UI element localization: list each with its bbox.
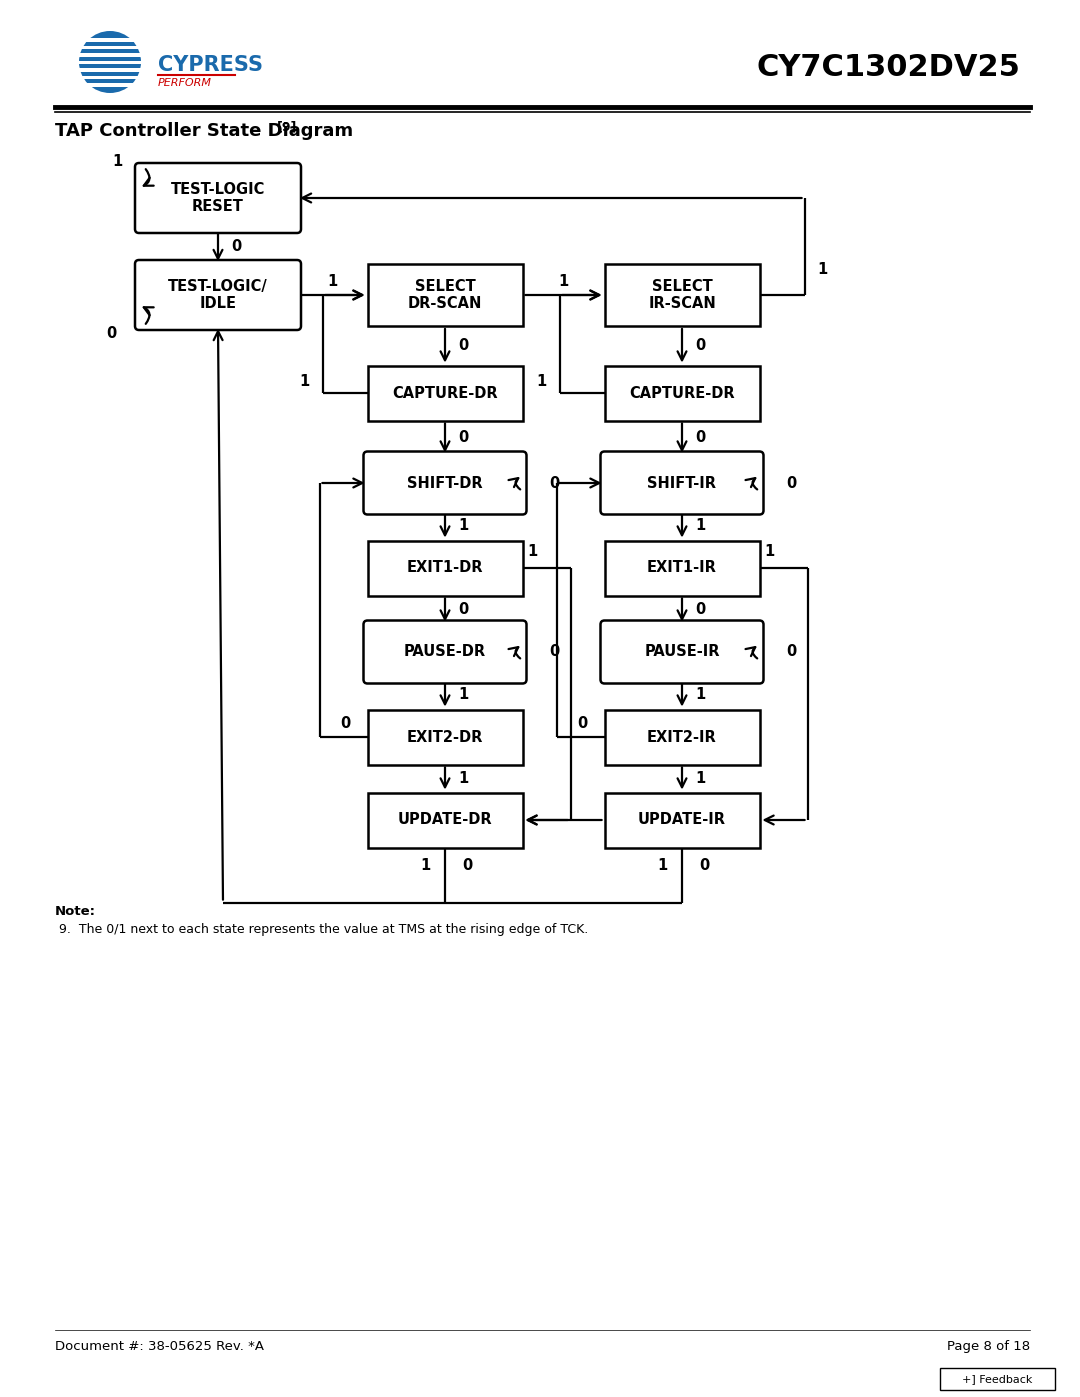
Text: 1: 1 [765, 545, 774, 560]
Text: UPDATE-DR: UPDATE-DR [397, 813, 492, 827]
Text: 0: 0 [231, 239, 241, 254]
Text: 1: 1 [527, 545, 538, 560]
Text: TAP Controller State Diagram: TAP Controller State Diagram [55, 122, 353, 140]
Text: 1: 1 [818, 263, 827, 278]
Text: 0: 0 [786, 644, 797, 659]
Text: 0: 0 [699, 858, 710, 873]
Text: 0: 0 [458, 430, 468, 446]
FancyBboxPatch shape [73, 68, 147, 71]
Text: 1: 1 [458, 771, 468, 787]
FancyBboxPatch shape [135, 163, 301, 233]
FancyBboxPatch shape [367, 264, 523, 326]
Text: CY7C1302DV25: CY7C1302DV25 [756, 53, 1020, 82]
Text: EXIT2-DR: EXIT2-DR [407, 729, 483, 745]
Text: CYPRESS: CYPRESS [158, 54, 264, 75]
Text: 0: 0 [550, 475, 559, 490]
Text: 0: 0 [458, 602, 468, 617]
Text: 0: 0 [106, 327, 117, 341]
Text: SELECT
IR-SCAN: SELECT IR-SCAN [648, 279, 716, 312]
FancyBboxPatch shape [364, 620, 527, 683]
Ellipse shape [79, 31, 141, 94]
FancyBboxPatch shape [605, 710, 759, 764]
Text: 1: 1 [112, 155, 122, 169]
FancyBboxPatch shape [84, 82, 135, 87]
FancyBboxPatch shape [605, 792, 759, 848]
FancyBboxPatch shape [367, 366, 523, 420]
Text: +] Feedback: +] Feedback [962, 1375, 1032, 1384]
FancyBboxPatch shape [605, 264, 759, 326]
FancyBboxPatch shape [367, 792, 523, 848]
Text: Note:: Note: [55, 905, 96, 918]
FancyBboxPatch shape [135, 260, 301, 330]
Text: 1: 1 [299, 373, 310, 388]
Text: [9]: [9] [276, 120, 297, 133]
Text: 0: 0 [458, 338, 468, 353]
FancyBboxPatch shape [940, 1368, 1055, 1390]
FancyBboxPatch shape [600, 451, 764, 514]
Text: 1: 1 [420, 858, 430, 873]
Text: TEST-LOGIC/
IDLE: TEST-LOGIC/ IDLE [168, 279, 268, 312]
Text: 0: 0 [550, 644, 559, 659]
Text: CAPTURE-DR: CAPTURE-DR [630, 386, 734, 401]
Text: 1: 1 [558, 274, 569, 289]
Text: 0: 0 [694, 338, 705, 353]
Text: 1: 1 [327, 274, 337, 289]
Text: 1: 1 [694, 771, 705, 787]
Text: 1: 1 [458, 687, 468, 703]
Text: TEST-LOGIC
RESET: TEST-LOGIC RESET [171, 182, 266, 214]
Text: 0: 0 [694, 430, 705, 446]
Text: 0: 0 [786, 475, 797, 490]
FancyBboxPatch shape [77, 75, 143, 80]
Text: 0: 0 [462, 858, 472, 873]
FancyBboxPatch shape [600, 620, 764, 683]
Text: 0: 0 [694, 602, 705, 617]
FancyBboxPatch shape [83, 38, 137, 42]
Text: Document #: 38-05625 Rev. *A: Document #: 38-05625 Rev. *A [55, 1340, 264, 1354]
FancyBboxPatch shape [73, 53, 147, 56]
Text: PAUSE-DR: PAUSE-DR [404, 644, 486, 659]
Text: 0: 0 [340, 715, 351, 731]
Text: 0: 0 [578, 715, 588, 731]
Text: 1: 1 [694, 687, 705, 703]
Text: SHIFT-DR: SHIFT-DR [407, 475, 483, 490]
Text: SELECT
DR-SCAN: SELECT DR-SCAN [408, 279, 482, 312]
Text: UPDATE-IR: UPDATE-IR [638, 813, 726, 827]
FancyBboxPatch shape [367, 710, 523, 764]
Text: SHIFT-IR: SHIFT-IR [648, 475, 716, 490]
Text: EXIT1-IR: EXIT1-IR [647, 560, 717, 576]
Text: 1: 1 [537, 373, 546, 388]
Text: PERFORM: PERFORM [158, 78, 212, 88]
FancyBboxPatch shape [364, 451, 527, 514]
Text: 1: 1 [657, 858, 667, 873]
Text: 1: 1 [458, 518, 468, 534]
Text: EXIT2-IR: EXIT2-IR [647, 729, 717, 745]
FancyBboxPatch shape [72, 60, 148, 64]
Text: CAPTURE-DR: CAPTURE-DR [392, 386, 498, 401]
Text: 9.  The 0/1 next to each state represents the value at TMS at the rising edge of: 9. The 0/1 next to each state represents… [55, 923, 589, 936]
FancyBboxPatch shape [367, 541, 523, 595]
FancyBboxPatch shape [77, 46, 144, 49]
Text: EXIT1-DR: EXIT1-DR [407, 560, 483, 576]
FancyBboxPatch shape [605, 541, 759, 595]
Text: Page 8 of 18: Page 8 of 18 [947, 1340, 1030, 1354]
Text: 1: 1 [694, 518, 705, 534]
FancyBboxPatch shape [605, 366, 759, 420]
Text: PAUSE-IR: PAUSE-IR [645, 644, 719, 659]
